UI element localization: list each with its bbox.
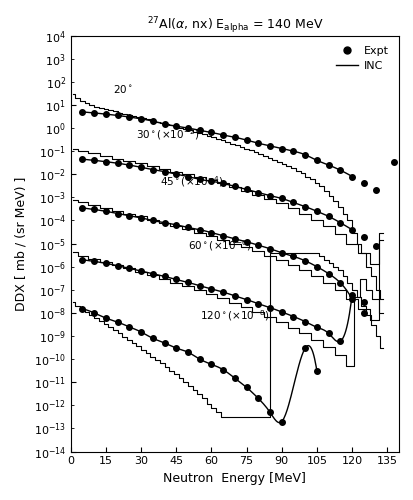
Title: $^{27}$Al($\alpha$, nx) E$_{\mathrm{alpha}}$ = 140 MeV: $^{27}$Al($\alpha$, nx) E$_{\mathrm{alph… [146,15,323,36]
Y-axis label: DDX [ mb / (sr MeV) ]: DDX [ mb / (sr MeV) ] [15,176,28,311]
Legend: Expt, INC: Expt, INC [331,41,392,76]
Text: 30$^\circ$(×10$^{-2}$): 30$^\circ$(×10$^{-2}$) [136,128,199,142]
Text: 45$^\circ$(×10$^{-4}$): 45$^\circ$(×10$^{-4}$) [159,174,223,188]
Text: 60$^\circ$(×10$^{-6}$): 60$^\circ$(×10$^{-6}$) [188,238,251,253]
Text: 120$^\circ$(×10$^{-8}$): 120$^\circ$(×10$^{-8}$) [199,308,269,322]
X-axis label: Neutron  Energy [MeV]: Neutron Energy [MeV] [163,472,306,485]
Text: 20$^\circ$: 20$^\circ$ [113,83,133,95]
